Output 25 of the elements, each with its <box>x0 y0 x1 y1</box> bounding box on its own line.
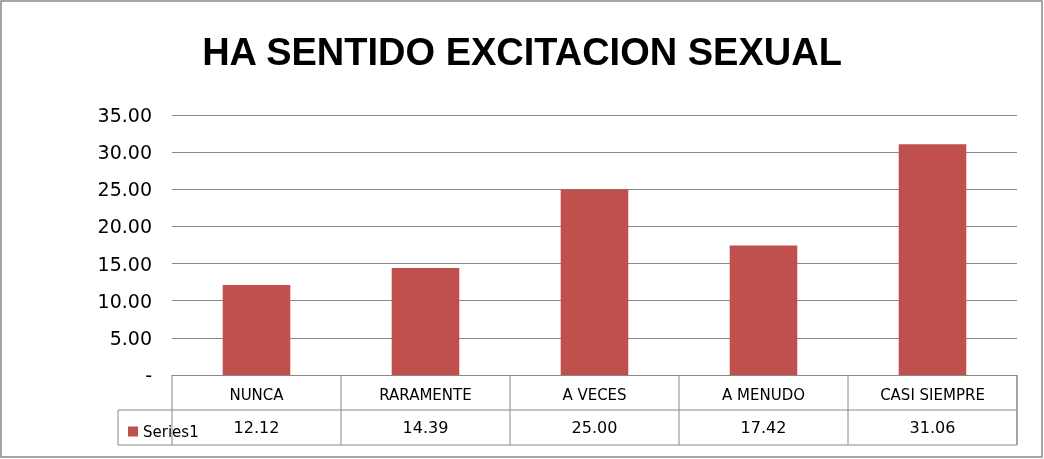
y-tick-label: 25.00 <box>97 178 152 201</box>
data-label: 14.39 <box>402 418 449 437</box>
bar <box>560 189 629 375</box>
y-tick-label: - <box>145 364 152 386</box>
x-tick-label: CASI SIEMPRE <box>880 385 985 404</box>
y-tick-label: 15.00 <box>97 252 152 275</box>
chart-title: HA SENTIDO EXCITACION SEXUAL <box>202 31 842 73</box>
x-tick-label: A MENUDO <box>721 385 806 404</box>
bar <box>898 144 967 375</box>
y-tick-label: 5.00 <box>109 326 152 349</box>
y-tick-label: 30.00 <box>97 141 152 164</box>
bar <box>222 284 291 375</box>
x-tick-label: A VECES <box>562 385 627 404</box>
bar <box>391 268 460 375</box>
y-tick-label: 20.00 <box>97 215 152 238</box>
y-tick-label: 10.00 <box>97 289 152 312</box>
data-label: 17.42 <box>740 418 787 437</box>
bar <box>729 245 798 375</box>
data-label: 31.06 <box>909 418 956 437</box>
data-label: 12.12 <box>233 418 280 437</box>
x-tick-label: RARAMENTE <box>379 385 472 404</box>
y-tick-label: 35.00 <box>97 104 152 126</box>
legend-label: Series1 <box>143 422 199 441</box>
x-tick-label: NUNCA <box>229 385 285 404</box>
data-label: 25.00 <box>571 418 618 437</box>
